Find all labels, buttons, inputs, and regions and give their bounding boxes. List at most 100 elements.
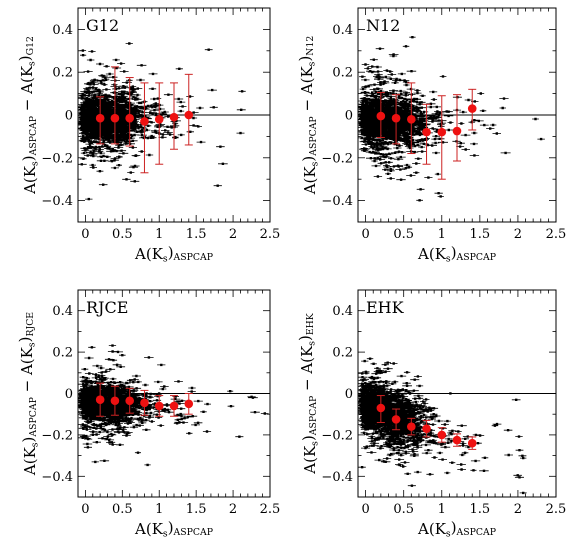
- median-point: [437, 430, 447, 440]
- median-point: [452, 126, 462, 136]
- error-bar: [184, 73, 193, 146]
- scatter-cloud: [78, 42, 246, 201]
- y-tick-label: 0: [345, 387, 353, 402]
- median-point: [437, 127, 447, 137]
- y-axis: −0.4 −0.2 0 0.2 0.4: [41, 7, 270, 223]
- y-axis-label: A(Ks)ASPCAP − A(Ks)RJCE: [16, 312, 40, 476]
- x-tick-label: 0: [361, 227, 369, 242]
- x-tick-label: 0: [361, 502, 369, 517]
- median-point: [407, 422, 416, 431]
- y-axis: −0.4 −0.2 0 0.2 0.4: [41, 289, 270, 498]
- x-tick-label: 1.5: [470, 502, 491, 517]
- y-tick-label: −0.2: [321, 151, 353, 166]
- y-axis-label: A(Ks)ASPCAP − A(Ks)G12: [16, 36, 40, 195]
- y-tick-label: −0.4: [321, 470, 353, 485]
- x-axis-label: A(Ks)ASPCAP: [417, 518, 496, 539]
- median-point: [452, 435, 462, 445]
- x-tick-label: 2: [229, 502, 237, 517]
- y-tick-label: 0.2: [332, 346, 353, 361]
- median-point: [422, 424, 431, 433]
- median-point: [184, 110, 194, 120]
- panel-label: N12: [366, 16, 400, 35]
- y-tick-label: −0.2: [321, 428, 353, 443]
- y-axis-label: A(Ks)ASPCAP − A(Ks)EHK: [296, 312, 320, 474]
- x-tick-label: 0.5: [393, 502, 414, 517]
- x-tick-label: 2.5: [546, 502, 567, 517]
- median-point: [467, 438, 477, 448]
- x-tick-label: 2.5: [260, 502, 281, 517]
- y-axis-label: A(Ks)ASPCAP − A(Ks)N12: [296, 36, 320, 196]
- x-tick-label: 2.5: [260, 227, 281, 242]
- scatter-cloud: [358, 357, 527, 495]
- x-tick-label: 1.5: [186, 227, 207, 242]
- median-point: [407, 114, 416, 124]
- median-point: [391, 415, 401, 424]
- median-point: [140, 398, 149, 408]
- y-tick-label: 0.4: [332, 304, 353, 319]
- panel-label: EHK: [366, 298, 405, 317]
- median-point: [154, 401, 164, 411]
- y-tick-label: 0.2: [332, 66, 353, 81]
- panel-label: G12: [86, 16, 119, 35]
- x-tick-label: 1: [155, 227, 163, 242]
- x-axis: 0 0.5 1 1.5 2 2.5: [357, 290, 567, 517]
- panel-rjce: 0 0.5 1 1.5 2 2.5 −0.4 −0.2 0 0.2 0.4 RJCE A(Ks)ASPC…: [16, 289, 281, 540]
- error-bar: [437, 95, 446, 180]
- x-axis: 0 0.5 1 1.5 2 2.5: [77, 290, 281, 517]
- y-axis: −0.4 −0.2 0 0.2 0.4: [321, 7, 556, 223]
- y-tick-label: 0.2: [52, 66, 73, 81]
- median-point: [376, 403, 386, 413]
- median-point: [376, 111, 386, 121]
- panel-g12: 0 0.5 1 1.5 2 2.5 −0.4 −0.2 0 0.2 0.4 G12 A(Ks)ASPCA…: [16, 7, 281, 265]
- median-point: [125, 396, 134, 406]
- x-axis: 0 0.5 1 1.5 2 2.5: [357, 8, 567, 242]
- x-tick-label: 0.5: [393, 227, 414, 242]
- x-axis-label: A(Ks)ASPCAP: [134, 518, 213, 539]
- x-tick-label: 2.5: [546, 227, 567, 242]
- scatter-cloud: [358, 36, 545, 202]
- median-point: [391, 113, 401, 123]
- median-point: [169, 112, 179, 122]
- y-axis: −0.4 −0.2 0 0.2 0.4: [321, 289, 556, 498]
- x-tick-label: 1: [155, 502, 163, 517]
- x-tick-label: 1.5: [470, 227, 491, 242]
- median-point: [95, 113, 105, 123]
- y-tick-label: 0.2: [52, 346, 73, 361]
- error-bar: [110, 66, 119, 145]
- x-tick-label: 0.5: [112, 502, 133, 517]
- x-tick-label: 2: [229, 227, 237, 242]
- panel-ehk: 0 0.5 1 1.5 2 2.5 −0.4 −0.2 0 0.2 0.4 EHK A(Ks)ASPCA…: [296, 289, 567, 540]
- x-tick-label: 0.5: [112, 227, 133, 242]
- y-tick-label: −0.4: [321, 194, 353, 209]
- x-tick-label: 0: [81, 227, 89, 242]
- median-point: [154, 114, 164, 124]
- x-tick-label: 1: [438, 502, 446, 517]
- y-tick-label: −0.2: [41, 151, 73, 166]
- y-tick-label: −0.4: [41, 470, 73, 485]
- median-point: [422, 127, 431, 137]
- error-bar: [140, 82, 149, 174]
- error-bar: [125, 77, 134, 147]
- panel-label: RJCE: [86, 298, 128, 317]
- median-point: [169, 401, 179, 411]
- x-tick-label: 1: [438, 227, 446, 242]
- x-axis-label: A(Ks)ASPCAP: [134, 243, 213, 264]
- median-point: [110, 396, 120, 406]
- median-point: [467, 104, 477, 113]
- x-tick-label: 1.5: [186, 502, 207, 517]
- y-tick-label: 0: [65, 109, 73, 124]
- y-tick-label: 0.4: [332, 23, 353, 38]
- median-point: [110, 113, 120, 123]
- median-point: [184, 399, 194, 409]
- median-point: [140, 117, 149, 126]
- x-tick-label: 2: [514, 227, 522, 242]
- y-tick-label: −0.4: [41, 194, 73, 209]
- panel-n12: 0 0.5 1 1.5 2 2.5 −0.4 −0.2 0 0.2 0.4 N12 A(Ks)ASPCA…: [296, 7, 567, 265]
- y-tick-label: 0: [345, 109, 353, 124]
- median-point: [95, 395, 105, 405]
- y-tick-label: −0.2: [41, 428, 73, 443]
- x-tick-label: 0: [81, 502, 89, 517]
- y-tick-label: 0: [65, 387, 73, 402]
- median-point: [125, 113, 134, 123]
